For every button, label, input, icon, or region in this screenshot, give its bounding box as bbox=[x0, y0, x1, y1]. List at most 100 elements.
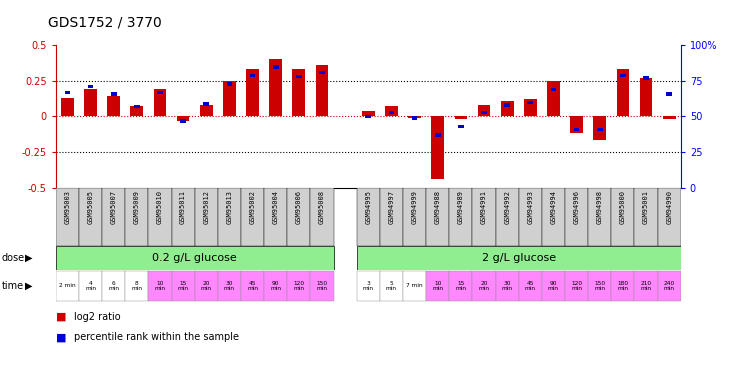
Text: 30
min: 30 min bbox=[224, 280, 235, 291]
Bar bbox=[380, 271, 403, 301]
Bar bbox=[565, 271, 589, 301]
Bar bbox=[310, 188, 333, 246]
Text: GSM95013: GSM95013 bbox=[226, 190, 232, 224]
Bar bbox=[551, 88, 557, 92]
Text: GSM94997: GSM94997 bbox=[388, 190, 394, 224]
Bar bbox=[542, 188, 565, 246]
Bar bbox=[481, 111, 487, 114]
Bar bbox=[658, 188, 681, 246]
Bar bbox=[663, 116, 676, 119]
Bar bbox=[574, 128, 580, 131]
Text: GSM94989: GSM94989 bbox=[458, 190, 464, 224]
Text: GSM95007: GSM95007 bbox=[111, 190, 117, 224]
Text: GDS1752 / 3770: GDS1752 / 3770 bbox=[48, 16, 162, 30]
Bar bbox=[102, 188, 125, 246]
Text: GSM95008: GSM95008 bbox=[319, 190, 325, 224]
Bar bbox=[56, 188, 79, 246]
Text: GSM94994: GSM94994 bbox=[551, 190, 557, 224]
Bar bbox=[134, 105, 140, 108]
Text: 2 g/L glucose: 2 g/L glucose bbox=[481, 253, 556, 263]
Bar bbox=[125, 271, 148, 301]
Bar bbox=[172, 188, 195, 246]
Bar bbox=[527, 100, 533, 104]
Bar bbox=[65, 91, 70, 94]
Text: GSM95002: GSM95002 bbox=[249, 190, 255, 224]
Text: 6
min: 6 min bbox=[108, 280, 119, 291]
Bar bbox=[310, 271, 333, 301]
Bar bbox=[362, 111, 375, 116]
Bar bbox=[269, 59, 282, 116]
Bar bbox=[102, 271, 125, 301]
Text: GSM94995: GSM94995 bbox=[365, 190, 371, 224]
Bar bbox=[403, 271, 426, 301]
Text: 45
min: 45 min bbox=[247, 280, 258, 291]
Text: GSM94998: GSM94998 bbox=[597, 190, 603, 224]
Bar bbox=[246, 69, 259, 116]
Bar bbox=[635, 188, 658, 246]
Text: GSM95004: GSM95004 bbox=[273, 190, 279, 224]
Text: GSM94991: GSM94991 bbox=[481, 190, 487, 224]
Bar bbox=[458, 125, 464, 128]
Text: 120
min: 120 min bbox=[571, 280, 582, 291]
Bar bbox=[56, 271, 79, 301]
Bar bbox=[172, 271, 195, 301]
Text: 90
min: 90 min bbox=[270, 280, 281, 291]
Bar bbox=[643, 76, 649, 80]
Bar bbox=[157, 91, 163, 94]
Bar bbox=[594, 116, 606, 141]
Bar bbox=[570, 116, 583, 134]
Bar bbox=[504, 104, 510, 107]
Bar bbox=[148, 271, 172, 301]
Text: GSM94992: GSM94992 bbox=[504, 190, 510, 224]
Text: ▶: ▶ bbox=[25, 253, 33, 263]
Bar bbox=[449, 271, 472, 301]
Text: 7 min: 7 min bbox=[406, 284, 423, 288]
Bar bbox=[203, 102, 209, 106]
Bar bbox=[84, 89, 97, 116]
Bar bbox=[319, 70, 325, 74]
Bar bbox=[107, 96, 120, 116]
Bar bbox=[111, 92, 117, 96]
Bar bbox=[153, 89, 167, 116]
Text: 210
min: 210 min bbox=[641, 280, 652, 291]
Text: 20
min: 20 min bbox=[201, 280, 212, 291]
Text: log2 ratio: log2 ratio bbox=[74, 312, 121, 322]
Bar bbox=[496, 271, 519, 301]
Bar bbox=[501, 100, 513, 116]
Bar bbox=[88, 85, 94, 88]
Text: 5
min: 5 min bbox=[386, 280, 397, 291]
Bar bbox=[380, 188, 403, 246]
Bar bbox=[264, 188, 287, 246]
Bar bbox=[472, 188, 496, 246]
Text: GSM95003: GSM95003 bbox=[65, 190, 71, 224]
Text: GSM94993: GSM94993 bbox=[527, 190, 533, 224]
Bar bbox=[434, 134, 440, 137]
Bar bbox=[411, 116, 417, 120]
Bar bbox=[472, 271, 496, 301]
Bar bbox=[432, 116, 444, 179]
Text: GSM95005: GSM95005 bbox=[88, 190, 94, 224]
Text: 45
min: 45 min bbox=[525, 280, 536, 291]
Text: 150
min: 150 min bbox=[316, 280, 327, 291]
Text: dose: dose bbox=[1, 253, 25, 263]
Bar bbox=[315, 65, 328, 116]
Bar bbox=[125, 188, 148, 246]
Text: 120
min: 120 min bbox=[293, 280, 304, 291]
Text: 0.2 g/L glucose: 0.2 g/L glucose bbox=[153, 253, 237, 263]
Bar bbox=[658, 271, 681, 301]
Bar bbox=[455, 116, 467, 119]
Text: ▶: ▶ bbox=[25, 281, 33, 291]
Bar bbox=[241, 188, 264, 246]
Bar bbox=[408, 116, 421, 118]
Bar bbox=[640, 78, 652, 116]
Text: GSM95000: GSM95000 bbox=[620, 190, 626, 224]
Text: GSM95009: GSM95009 bbox=[134, 190, 140, 224]
Bar bbox=[635, 271, 658, 301]
Bar bbox=[195, 271, 218, 301]
Text: time: time bbox=[1, 281, 24, 291]
Bar bbox=[597, 128, 603, 131]
Bar bbox=[612, 271, 635, 301]
Bar bbox=[547, 81, 559, 116]
Bar bbox=[148, 188, 172, 246]
Bar bbox=[524, 99, 536, 116]
